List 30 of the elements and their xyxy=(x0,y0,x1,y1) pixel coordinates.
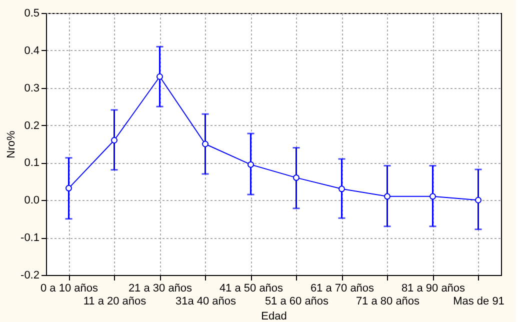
point xyxy=(384,193,390,200)
point xyxy=(156,73,163,80)
y-tick-label: -0.1 xyxy=(20,232,40,244)
y-tick-label: 0.5 xyxy=(24,8,40,20)
y-axis-title: Nro% xyxy=(6,130,18,158)
y-tick-label: 0.0 xyxy=(24,194,40,207)
point xyxy=(202,140,208,148)
point xyxy=(111,137,118,144)
x-tick-label: 81 a 90 años xyxy=(401,282,466,294)
point xyxy=(430,193,436,200)
x-tick-label: 61 a 70 años xyxy=(310,282,375,294)
point xyxy=(248,161,254,168)
x-axis-title: Edad xyxy=(261,310,287,322)
y-tick-label: 0.4 xyxy=(24,44,40,57)
point xyxy=(293,174,300,181)
x-tick-label: 0 a 10 años xyxy=(40,282,98,294)
y-tick-label: -0.2 xyxy=(20,270,40,282)
x-tick-label: 31a 40 años xyxy=(175,296,237,308)
point xyxy=(475,196,482,204)
x-tick-label: 21 a 30 años xyxy=(128,282,193,294)
x-tick-label: Mas de 91 xyxy=(453,296,504,308)
point xyxy=(338,186,345,192)
y-tick-label: 0.1 xyxy=(24,157,40,170)
x-tick-label: 51 a 60 años xyxy=(264,296,330,308)
y-tick-label: 0.3 xyxy=(24,82,40,94)
x-tick-label: 41 a 50 años xyxy=(219,282,284,294)
point xyxy=(66,184,72,192)
x-tick-label: 71 a 80 años xyxy=(356,296,420,308)
y-tick-label: 0.2 xyxy=(24,120,40,132)
x-tick-label: 11 a 20 años xyxy=(83,296,147,308)
